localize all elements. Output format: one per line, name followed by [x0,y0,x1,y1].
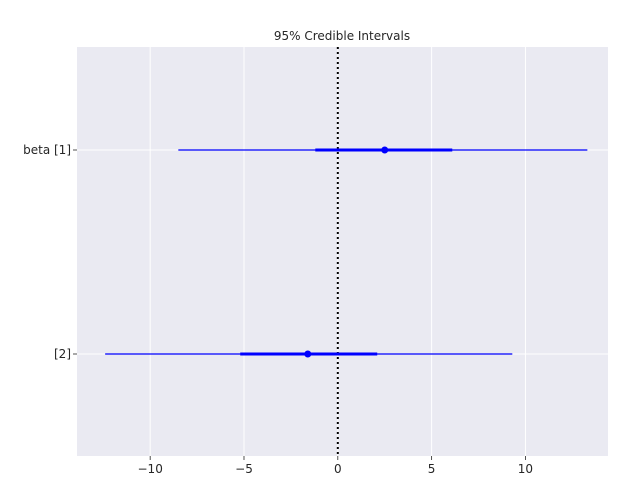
interval-rows [105,146,588,358]
x-tick-label: −5 [235,462,253,476]
x-axis-ticks: −10 −5 0 5 10 [138,456,533,476]
x-tick-label: 5 [428,462,436,476]
chart-title: 95% Credible Intervals [274,29,410,43]
x-tick-label: −10 [138,462,163,476]
interval-row [178,146,588,154]
median-point [381,146,389,154]
x-tick-label: 10 [518,462,533,476]
x-gridlines [149,47,526,456]
y-tick-label: [2] [54,347,71,361]
plot-area [77,47,608,456]
y-tick-label: beta [1] [23,143,71,157]
y-axis-ticks: beta [1] [2] [23,143,77,361]
median-point [304,350,312,358]
interval-row [105,350,513,358]
x-tick-label: 0 [334,462,342,476]
